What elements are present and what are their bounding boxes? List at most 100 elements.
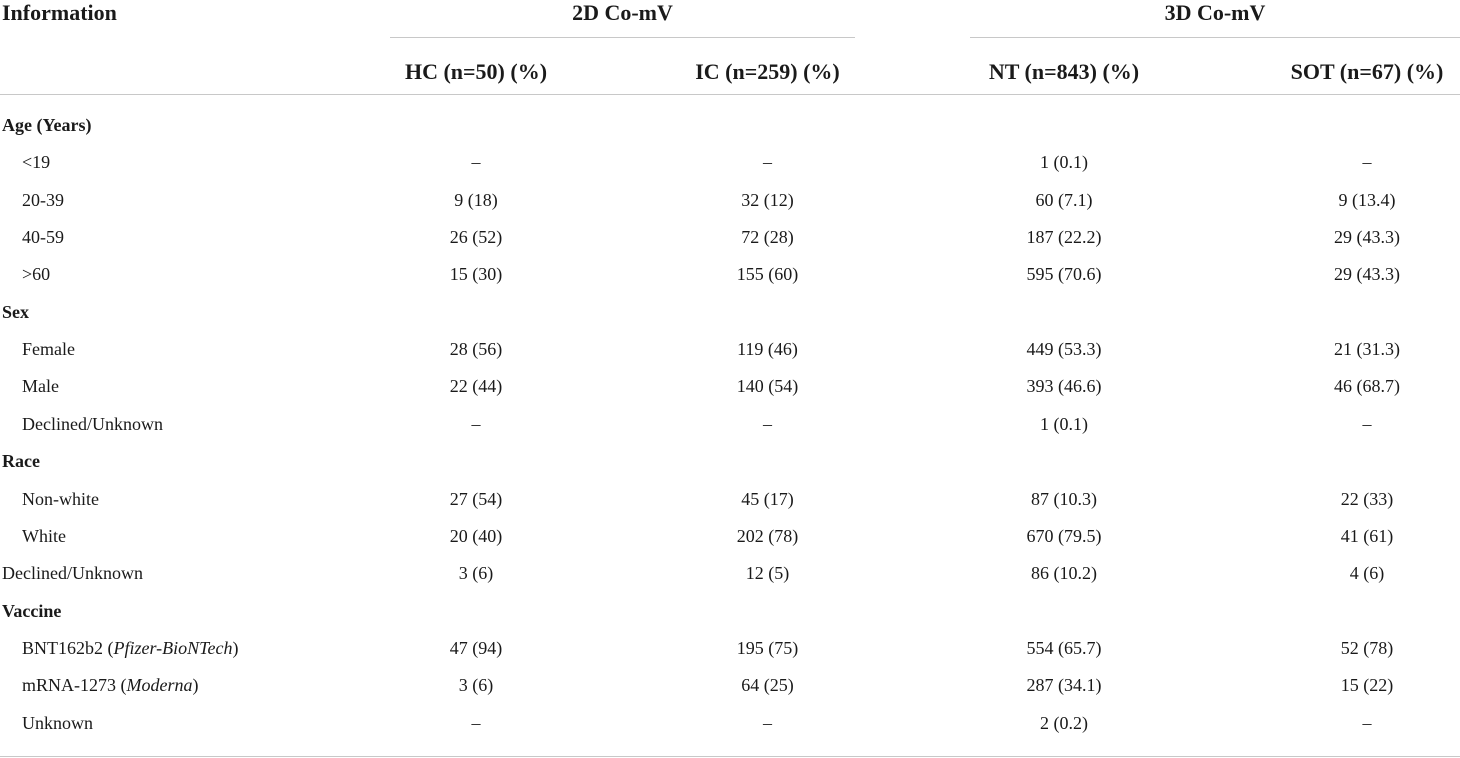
table-cell: 87 (10.3) bbox=[1031, 488, 1097, 509]
table-cell: 26 (52) bbox=[449, 227, 503, 248]
table-row: Declined/Unknown 3 (6) 12 (5) 86 (10.2) 4 (6… bbox=[0, 555, 1460, 592]
table-cell: 32 (12) bbox=[741, 189, 794, 210]
table-row: Declined/Unknown – – 1 (0.1) – bbox=[0, 406, 1460, 443]
table-cell: 12 (5) bbox=[745, 563, 790, 584]
row-label-text: BNT162b2 ( bbox=[22, 637, 114, 658]
section-header-row: Age (Years) bbox=[0, 107, 1460, 144]
table-row: <19 – – 1 (0.1) – bbox=[0, 144, 1460, 181]
row-label: Declined/Unknown bbox=[2, 555, 143, 592]
corner-header: Information bbox=[2, 0, 117, 25]
row-label: Declined/Unknown bbox=[22, 406, 163, 443]
row-label-text: >60 bbox=[22, 264, 51, 285]
table-cell: – bbox=[1362, 413, 1372, 434]
table-cell: – bbox=[471, 712, 481, 733]
row-label: Non-white bbox=[22, 481, 99, 518]
group-rule-2d bbox=[390, 37, 855, 38]
row-label-text: 20-39 bbox=[22, 189, 64, 210]
row-label: Race bbox=[2, 443, 40, 480]
row-label: 40-59 bbox=[22, 219, 64, 256]
row-label-text: mRNA-1273 ( bbox=[22, 675, 127, 696]
table-cell: 29 (43.3) bbox=[1334, 227, 1400, 248]
table-row: >60 15 (30) 155 (60) 595 (70.6) 29 (43.3) bbox=[0, 256, 1460, 293]
section-header-row: Sex bbox=[0, 294, 1460, 331]
table-cell: 670 (79.5) bbox=[1026, 525, 1102, 546]
table-cell: 155 (60) bbox=[736, 264, 799, 285]
table-cell: 3 (6) bbox=[458, 563, 494, 584]
table-cell: 140 (54) bbox=[736, 376, 799, 397]
row-label-text: Declined/Unknown bbox=[2, 563, 143, 584]
table-cell: 29 (43.3) bbox=[1334, 264, 1400, 285]
row-label: Unknown bbox=[22, 705, 93, 742]
column-header-nt: NT (n=843) (%) bbox=[988, 59, 1140, 84]
section-header-row: Race bbox=[0, 443, 1460, 480]
group-rule-3d bbox=[970, 37, 1460, 38]
row-label-text: Non-white bbox=[22, 488, 99, 509]
table-cell: 45 (17) bbox=[741, 488, 794, 509]
table-cell: – bbox=[1362, 152, 1372, 173]
table-row: mRNA-1273 (Moderna) 3 (6) 64 (25) 287 (34.1… bbox=[0, 667, 1460, 704]
group-header-3d: 3D Co-mV bbox=[1164, 0, 1266, 25]
row-label: White bbox=[22, 518, 66, 555]
table-cell: 15 (22) bbox=[1340, 675, 1394, 696]
table-cell: 46 (68.7) bbox=[1334, 376, 1400, 397]
table-cell: 27 (54) bbox=[449, 488, 503, 509]
table-cell: – bbox=[763, 413, 772, 434]
bottom-rule bbox=[0, 756, 1460, 757]
column-header-sot: SOT (n=67) (%) bbox=[1290, 59, 1444, 84]
table-cell: 9 (13.4) bbox=[1338, 189, 1396, 210]
row-label: >60 bbox=[22, 256, 50, 293]
row-label: Vaccine bbox=[2, 593, 61, 630]
row-label-suffix: ) bbox=[192, 675, 199, 696]
table-cell: 4 (6) bbox=[1349, 563, 1385, 584]
table-row: 40-59 26 (52) 72 (28) 187 (22.2) 29 (43.3) bbox=[0, 219, 1460, 256]
table-row: 20-39 9 (18) 32 (12) 60 (7.1) 9 (13.4) bbox=[0, 182, 1460, 219]
row-label: BNT162b2 (Pfizer-BioNTech) bbox=[22, 630, 238, 667]
row-label-text: <19 bbox=[22, 152, 51, 173]
row-label: Age (Years) bbox=[2, 107, 91, 144]
table-cell: 28 (56) bbox=[449, 339, 503, 360]
table-cell: – bbox=[1362, 712, 1372, 733]
table-cell: 287 (34.1) bbox=[1026, 675, 1102, 696]
row-label: Female bbox=[22, 331, 75, 368]
row-label-italic: Moderna bbox=[126, 675, 193, 696]
table-cell: 21 (31.3) bbox=[1334, 339, 1400, 360]
row-label: 20-39 bbox=[22, 182, 64, 219]
row-label: <19 bbox=[22, 144, 50, 181]
row-label-suffix: ) bbox=[232, 637, 239, 658]
table-cell: – bbox=[763, 712, 772, 733]
group-header-2d: 2D Co-mV bbox=[572, 0, 673, 25]
row-label-text: 40-59 bbox=[22, 227, 64, 248]
table-cell: – bbox=[471, 413, 481, 434]
table-cell: 595 (70.6) bbox=[1026, 264, 1102, 285]
row-label: Male bbox=[22, 368, 59, 405]
row-label-text: Vaccine bbox=[2, 600, 62, 621]
table-cell: 86 (10.2) bbox=[1031, 563, 1097, 584]
table-cell: 72 (28) bbox=[741, 227, 794, 248]
table-cell: – bbox=[763, 152, 772, 173]
table-cell: 20 (40) bbox=[449, 525, 503, 546]
row-label: Sex bbox=[2, 294, 29, 331]
table-cell: 47 (94) bbox=[449, 637, 503, 658]
table-cell: 449 (53.3) bbox=[1026, 339, 1102, 360]
table-cell: 554 (65.7) bbox=[1026, 637, 1102, 658]
table-cell: 22 (44) bbox=[449, 376, 503, 397]
table-row: Male 22 (44) 140 (54) 393 (46.6) 46 (68.7) bbox=[0, 368, 1460, 405]
table-cell: 119 (46) bbox=[737, 339, 798, 360]
table-row: BNT162b2 (Pfizer-BioNTech) 47 (94) 195 (75… bbox=[0, 630, 1460, 667]
table-cell: 22 (33) bbox=[1340, 488, 1394, 509]
table-cell: 393 (46.6) bbox=[1026, 376, 1102, 397]
row-label-text: Sex bbox=[2, 301, 29, 322]
table-cell: 15 (30) bbox=[449, 264, 503, 285]
table-cell: 60 (7.1) bbox=[1035, 189, 1093, 210]
table-cell: 195 (75) bbox=[736, 637, 799, 658]
table-cell: 3 (6) bbox=[458, 675, 494, 696]
row-label: mRNA-1273 (Moderna) bbox=[22, 667, 199, 704]
section-header-row: Vaccine bbox=[0, 593, 1460, 630]
table-cell: 1 (0.1) bbox=[1040, 152, 1088, 173]
table-cell: 2 (0.2) bbox=[1040, 712, 1088, 733]
row-label-text: Male bbox=[22, 376, 59, 397]
header-rule bbox=[0, 94, 1460, 95]
table-cell: 41 (61) bbox=[1340, 525, 1394, 546]
table-row: Non-white 27 (54) 45 (17) 87 (10.3) 22 (33) bbox=[0, 481, 1460, 518]
table-cell: – bbox=[471, 152, 481, 173]
